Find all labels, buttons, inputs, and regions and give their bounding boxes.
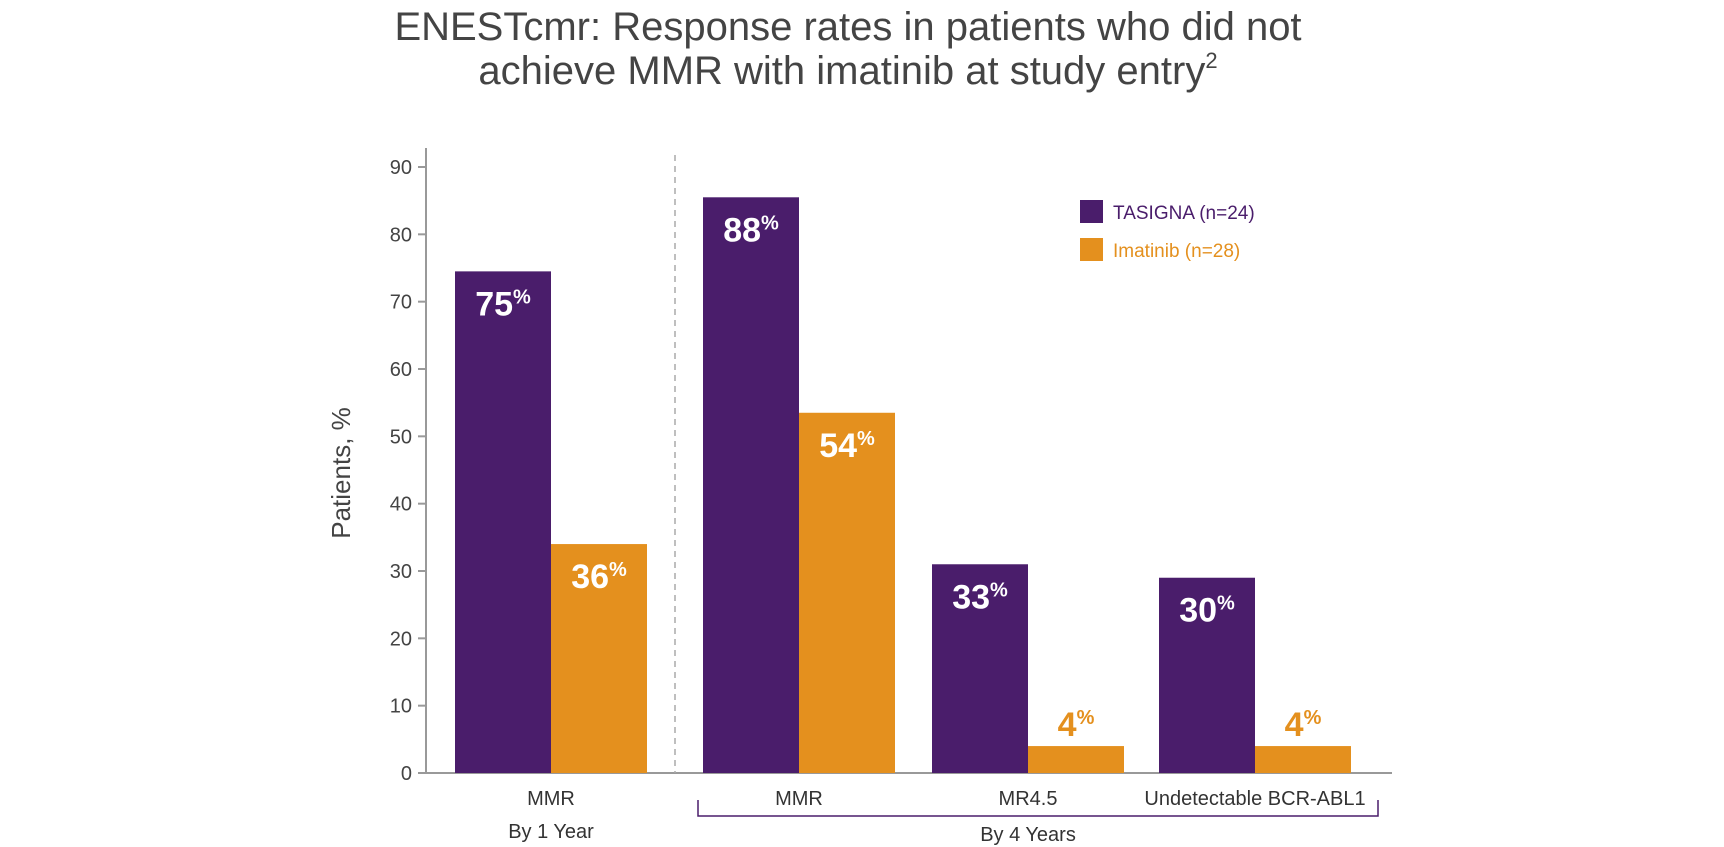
group-label-1-year: By 1 Year: [508, 821, 594, 843]
y-tick-label: 40: [390, 494, 412, 516]
bar: [1028, 746, 1124, 773]
chart-title-line-2: achieve MMR with imatinib at study entry…: [478, 48, 1217, 93]
bar: [1159, 577, 1255, 773]
data-label: 36%: [571, 558, 627, 596]
data-label: 4%: [1058, 706, 1095, 744]
bars: [455, 197, 1351, 774]
category-label: MMR: [527, 788, 575, 810]
legend-label: TASIGNA (n=24): [1113, 203, 1255, 224]
y-tick-label: 20: [390, 628, 412, 650]
category-labels: MMR MMR MR4.5 Undetectable BCR-ABL1 By 1 Yea…: [508, 788, 1379, 846]
category-label: Undetectable BCR-ABL1: [1144, 788, 1365, 810]
y-tick-label: 90: [390, 157, 412, 179]
chart-title-line-1: ENESTcmr: Response rates in patients who…: [394, 5, 1301, 49]
data-label: 88%: [723, 211, 779, 249]
legend-swatch: [1080, 200, 1103, 223]
group-bracket: [697, 800, 1379, 817]
bar: [799, 412, 895, 773]
chart-title-line-2-text: achieve MMR with imatinib at study entry: [478, 49, 1205, 93]
group-label-4-years: By 4 Years: [980, 824, 1076, 846]
chart-title-superscript: 2: [1205, 48, 1217, 73]
bar: [932, 564, 1028, 773]
y-tick-label: 30: [390, 561, 412, 583]
category-label: MMR: [775, 788, 823, 810]
y-tick-label: 70: [390, 292, 412, 314]
legend-label: Imatinib (n=28): [1113, 241, 1240, 262]
data-label: 54%: [819, 427, 875, 465]
bar: [703, 197, 799, 774]
y-tick-label: 80: [390, 224, 412, 246]
y-tick-label: 50: [390, 426, 412, 448]
bar: [455, 271, 551, 773]
category-label: MR4.5: [999, 788, 1058, 810]
bar: [551, 544, 647, 773]
data-label: 33%: [952, 578, 1008, 616]
legend: TASIGNA (n=24) Imatinib (n=28): [1080, 200, 1255, 262]
y-tick-label: 10: [390, 696, 412, 718]
y-tick-label: 60: [390, 359, 412, 381]
data-label: 75%: [475, 285, 531, 323]
y-axis-label: Patients, %: [326, 407, 356, 539]
data-label: 4%: [1285, 706, 1322, 744]
data-label: 30%: [1179, 592, 1235, 630]
bar: [1255, 746, 1351, 773]
y-tick-label: 0: [401, 763, 412, 785]
legend-swatch: [1080, 238, 1103, 261]
data-labels: 75% 88% 33% 30% 36% 54% 4% 4%: [475, 211, 1321, 744]
